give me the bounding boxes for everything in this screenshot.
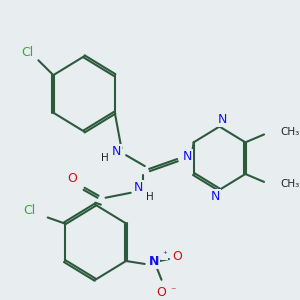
Text: H: H: [101, 153, 109, 163]
Text: N: N: [183, 150, 192, 163]
Text: CH₃: CH₃: [281, 179, 300, 189]
Text: H: H: [146, 192, 153, 202]
Text: N: N: [211, 190, 220, 203]
Text: N: N: [218, 113, 227, 126]
Text: ⁺: ⁺: [162, 250, 167, 259]
Text: O: O: [157, 286, 166, 299]
Text: CH₃: CH₃: [281, 128, 300, 137]
Text: N: N: [134, 181, 143, 194]
Text: O: O: [172, 250, 182, 262]
Text: N: N: [149, 256, 159, 268]
Text: Cl: Cl: [21, 46, 33, 59]
Text: O: O: [67, 172, 77, 185]
Text: Cl: Cl: [23, 204, 35, 217]
Text: N: N: [112, 145, 122, 158]
Text: ⁻: ⁻: [170, 286, 176, 297]
